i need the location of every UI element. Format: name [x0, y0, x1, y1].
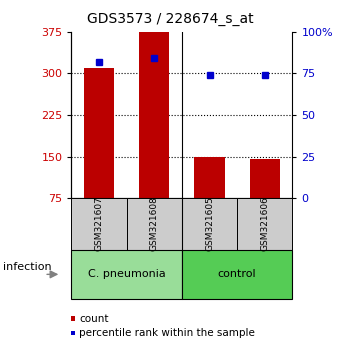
Text: count: count — [79, 314, 108, 324]
Bar — [84, 68, 114, 198]
Text: GDS3573 / 228674_s_at: GDS3573 / 228674_s_at — [87, 12, 253, 27]
Text: GSM321606: GSM321606 — [260, 196, 269, 251]
Bar — [139, 32, 169, 198]
Text: C. pneumonia: C. pneumonia — [88, 269, 166, 279]
Text: percentile rank within the sample: percentile rank within the sample — [79, 328, 255, 338]
Text: GSM321607: GSM321607 — [95, 196, 103, 251]
Text: control: control — [218, 269, 256, 279]
Text: infection: infection — [3, 262, 52, 272]
Bar — [250, 159, 280, 198]
Bar — [194, 156, 225, 198]
Text: GSM321608: GSM321608 — [150, 196, 159, 251]
Text: GSM321605: GSM321605 — [205, 196, 214, 251]
